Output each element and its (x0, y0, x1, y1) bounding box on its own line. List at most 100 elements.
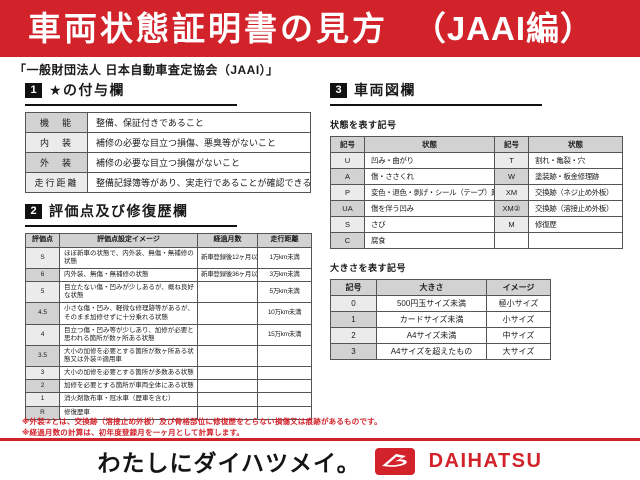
table-row: 4 目立つ傷・凹み等が少しあり、加修が必要と思われる箇所が数ヶ所ある状態 15万km… (25, 323, 312, 346)
column-header: 大きさ (376, 279, 487, 296)
size-symbol-cell: 中サイズ (486, 327, 551, 344)
grade-history-table: 評価点 評価点設定イメージ 経過月数 走行距離 S ほぼ新車の状態で、内外装、無傷… (25, 233, 312, 420)
table-row: 3 大小の加修を必要とする箇所が多数ある状態 (25, 366, 312, 381)
criteria-cell: 内 装 (25, 132, 88, 153)
grade-cell: 大小の加修を必要とする箇所が数ヶ所ある状態又は外装②適用車 (59, 344, 198, 368)
grade-cell: R (25, 405, 60, 420)
state-symbol-cell (528, 232, 623, 249)
table-row: 1 カードサイズ未満 小サイズ (330, 311, 551, 328)
size-symbols-table: 記号 大きさ イメージ 0 500円玉サイズ未満 極小サイズ 1 カードサイズ未満 小サイ… (330, 279, 551, 360)
grade-cell (257, 379, 312, 394)
state-symbol-cell: UA (330, 200, 365, 217)
state-symbol-cell: XM (494, 184, 529, 201)
grade-cell: 5 (25, 281, 60, 304)
section1-header: 1 ★の付与欄 (25, 80, 237, 106)
star-criteria-table: 機 能整備、保証付きであること内 装補修の必要な目立つ損傷、悪臭等がないこと外 … (25, 112, 311, 193)
grade-cell: 大小の加修を必要とする箇所が多数ある状態 (59, 366, 198, 381)
grade-cell (257, 344, 312, 368)
size-symbol-cell: 500円玉サイズ未満 (376, 295, 487, 312)
column-header: 経過月数 (197, 233, 258, 248)
criteria-cell: 外 装 (25, 152, 88, 173)
criteria-cell: 整備記録簿等があり、実走行であることが確認できること (87, 172, 311, 193)
grade-cell: 10万km未満 (257, 302, 312, 325)
size-symbol-cell: 2 (330, 327, 377, 344)
grade-cell: 小さな傷・凹み、軽微な修理跡等があるが、そのまま加修せずに十分乗れる状態 (59, 302, 198, 325)
table-header-row: 記号 大きさ イメージ (330, 279, 551, 296)
grade-cell (197, 392, 258, 407)
grade-cell: 目立つ傷・凹み等が少しあり、加修が必要と思われる箇所が数ヶ所ある状態 (59, 323, 198, 346)
size-symbol-cell: 1 (330, 311, 377, 328)
grade-cell: 加修を必要とする箇所が車両全体にある状態 (59, 379, 198, 394)
criteria-cell: 補修の必要な目立つ損傷、悪臭等がないこと (87, 132, 311, 153)
table-row: 2 A4サイズ未満 中サイズ (330, 327, 551, 344)
grade-cell: 6 (25, 267, 60, 283)
state-symbol-cell: A (330, 168, 365, 185)
table-row: 3 A4サイズを超えたもの 大サイズ (330, 343, 551, 360)
title-banner: 車両状態証明書の見方 （JAAI編） (0, 0, 640, 57)
table-row: 機 能整備、保証付きであること (25, 112, 311, 133)
table-row: 4.5 小さな傷・凹み、軽微な修理跡等があるが、そのまま加修せずに十分乗れる状態 1… (25, 302, 312, 325)
section2-number-badge: 2 (25, 203, 42, 219)
table-row: 6 内外装、無傷・無補修の状態 新車登録後36ヶ月以内 3万km未満 (25, 267, 312, 283)
section2-title: 評価点及び修復歴欄 (49, 203, 189, 219)
grade-cell: 4.5 (25, 302, 60, 325)
grade-cell: 3万km未満 (257, 267, 312, 283)
grade-cell: 2 (25, 379, 60, 394)
issuer-credit: 「一般財団法人 日本自動車査定協会（JAAI）」 (14, 63, 279, 77)
column-header: 状態 (528, 136, 623, 153)
table-row: A 傷・ささくれ W 塗装跡・板金修理跡 (330, 168, 623, 185)
column-header: 記号 (330, 136, 365, 153)
table-header-row: 記号 状態 記号 状態 (330, 136, 623, 153)
criteria-cell: 機 能 (25, 112, 88, 133)
column-header: 評価点 (25, 233, 60, 248)
footer-divider (0, 438, 640, 441)
section3-header: 3 車両図欄 (330, 80, 542, 106)
state-symbol-cell: W (494, 168, 529, 185)
state-symbol-cell: 交換跡（溶接止め外板） (528, 200, 623, 217)
state-symbol-cell: XM② (494, 200, 529, 217)
table-row: 内 装補修の必要な目立つ損傷、悪臭等がないこと (25, 132, 311, 153)
size-symbol-cell: 極小サイズ (486, 295, 551, 312)
state-symbol-cell: C (330, 232, 365, 249)
table-row: 外 装補修の必要な目立つ損傷がないこと (25, 152, 311, 173)
grade-cell (257, 405, 312, 420)
table-row: C 腐食 (330, 232, 623, 249)
state-symbol-cell: 変色・退色・剥げ・シール（テープ）跡 (364, 184, 495, 201)
grade-cell: 3.5 (25, 344, 60, 368)
grade-cell: 3 (25, 366, 60, 381)
state-symbol-cell: S (330, 216, 365, 233)
state-symbol-cell: T (494, 152, 529, 169)
state-symbol-cell: M (494, 216, 529, 233)
grade-cell: 1万km未満 (257, 246, 312, 270)
table-row: 3.5 大小の加修を必要とする箇所が数ヶ所ある状態又は外装②適用車 (25, 344, 312, 368)
section2-header: 2 評価点及び修復歴欄 (25, 201, 237, 227)
grade-cell (197, 344, 258, 368)
table-row: UA 傷を伴う凹み XM② 交換跡（溶接止め外板） (330, 200, 623, 217)
page-title-edition: （JAAI編） (412, 10, 594, 47)
table-row: P 変色・退色・剥げ・シール（テープ）跡 XM 交換跡（ネジ止め外板） (330, 184, 623, 201)
page-title: 車両状態証明書の見方 (28, 10, 388, 47)
table-row: 5 目立たない傷・凹みが少しあるが、概ね良好な状態 5万km未満 (25, 281, 312, 304)
brand-name: DAIHATSU (428, 449, 543, 472)
table-row: R 修復歴車 (25, 405, 312, 420)
section3-number-badge: 3 (330, 82, 347, 98)
column-header: イメージ (486, 279, 551, 296)
state-symbol-cell: 傷・ささくれ (364, 168, 495, 185)
grade-cell: 新車登録後36ヶ月以内 (197, 267, 258, 283)
state-symbol-cell: U (330, 152, 365, 169)
table-header-row: 評価点 評価点設定イメージ 経過月数 走行距離 (25, 233, 312, 248)
grade-cell (197, 366, 258, 381)
state-symbol-cell: 割れ・亀裂・穴 (528, 152, 623, 169)
size-symbols-caption: 大きさを表す記号 (330, 263, 407, 273)
section1-number-badge: 1 (25, 82, 42, 98)
grade-cell: 1 (25, 392, 60, 407)
size-symbol-cell: A4サイズ未満 (376, 327, 487, 344)
column-header: 記号 (494, 136, 529, 153)
state-symbol-cell: P (330, 184, 365, 201)
state-symbol-cell: 腐食 (364, 232, 495, 249)
grade-cell: 目立たない傷・凹みが少しあるが、概ね良好な状態 (59, 281, 198, 304)
grade-cell: 5万km未満 (257, 281, 312, 304)
state-symbol-cell: 塗装跡・板金修理跡 (528, 168, 623, 185)
grade-cell: 消火剤散布車・冠水車（歴車を含む） (59, 392, 198, 407)
grade-cell: S (25, 246, 60, 270)
